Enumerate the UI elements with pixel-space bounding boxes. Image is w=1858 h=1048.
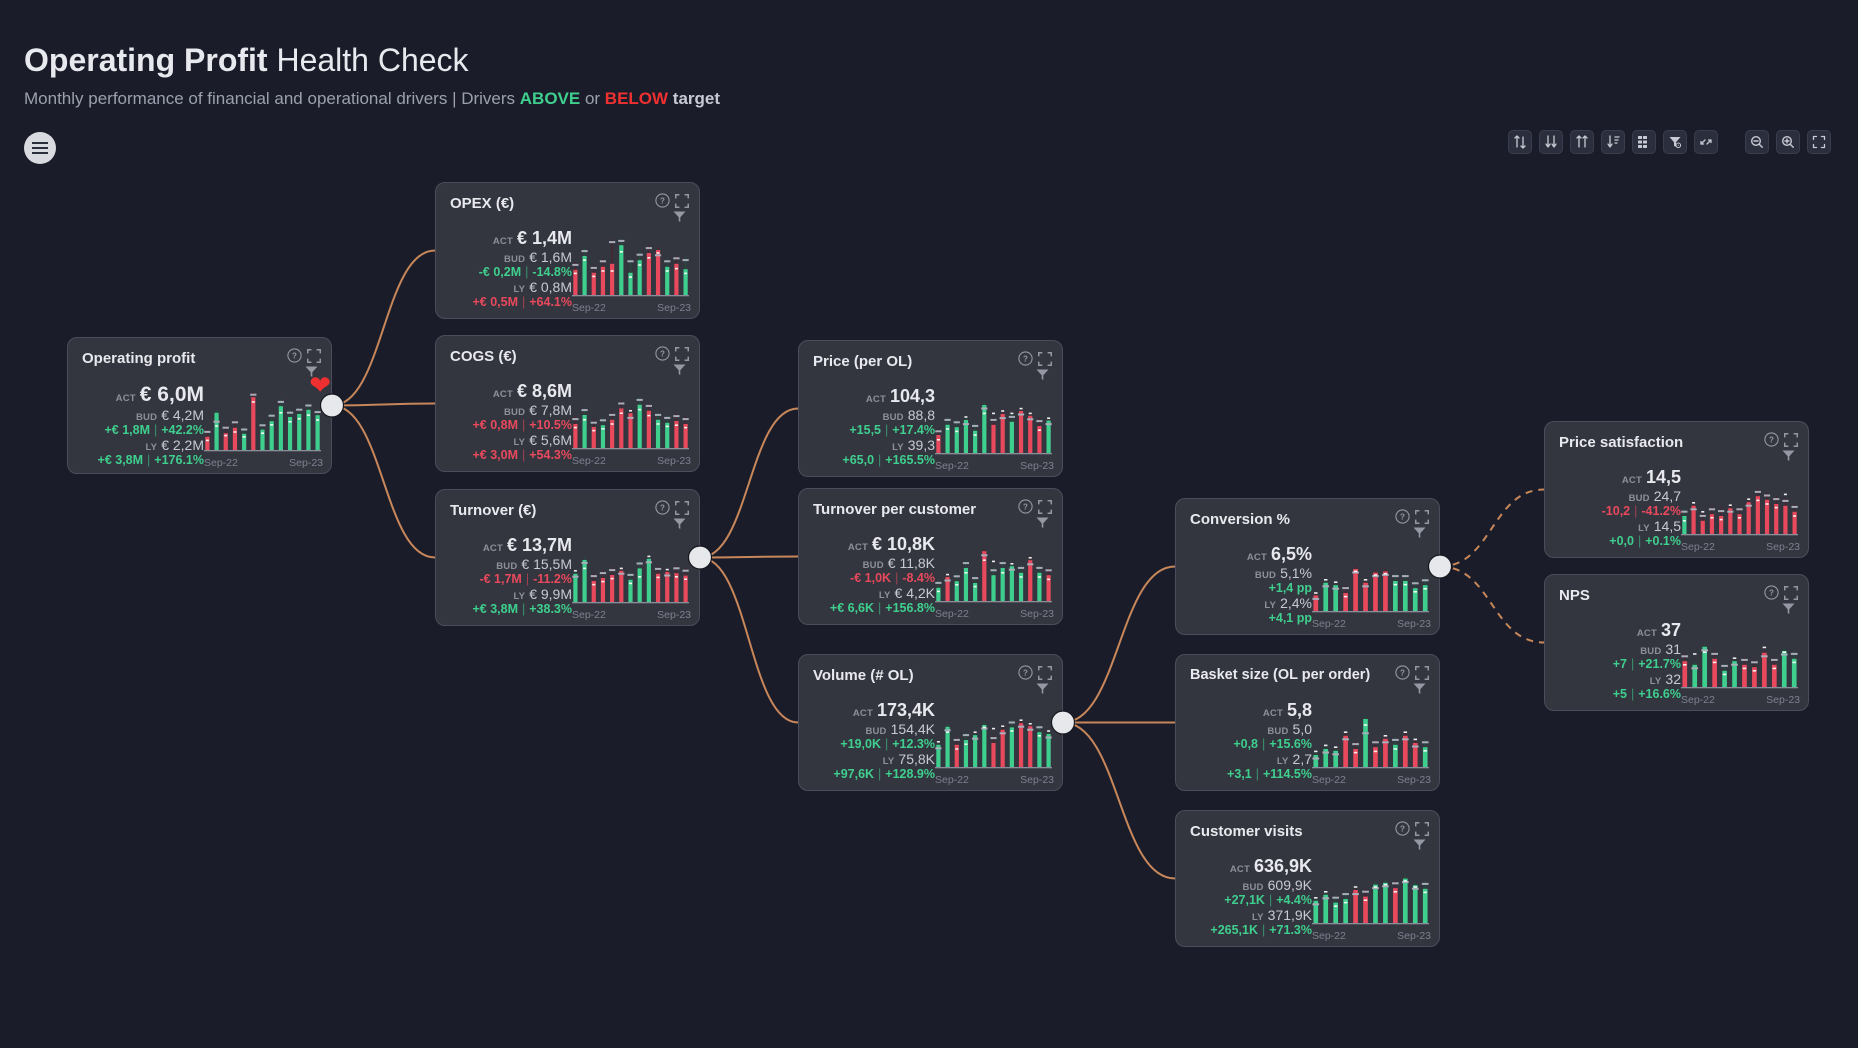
svg-text:?: ? <box>1769 436 1774 445</box>
svg-text:?: ? <box>660 350 665 359</box>
svg-text:?: ? <box>1023 503 1028 512</box>
svg-text:?: ? <box>660 197 665 206</box>
svg-text:?: ? <box>1023 669 1028 678</box>
svg-text:?: ? <box>1023 355 1028 364</box>
svg-text:?: ? <box>1400 669 1405 678</box>
svg-text:?: ? <box>1400 825 1405 834</box>
svg-text:?: ? <box>660 504 665 513</box>
svg-text:?: ? <box>1769 589 1774 598</box>
svg-text:?: ? <box>1400 513 1405 522</box>
svg-text:?: ? <box>292 352 297 361</box>
